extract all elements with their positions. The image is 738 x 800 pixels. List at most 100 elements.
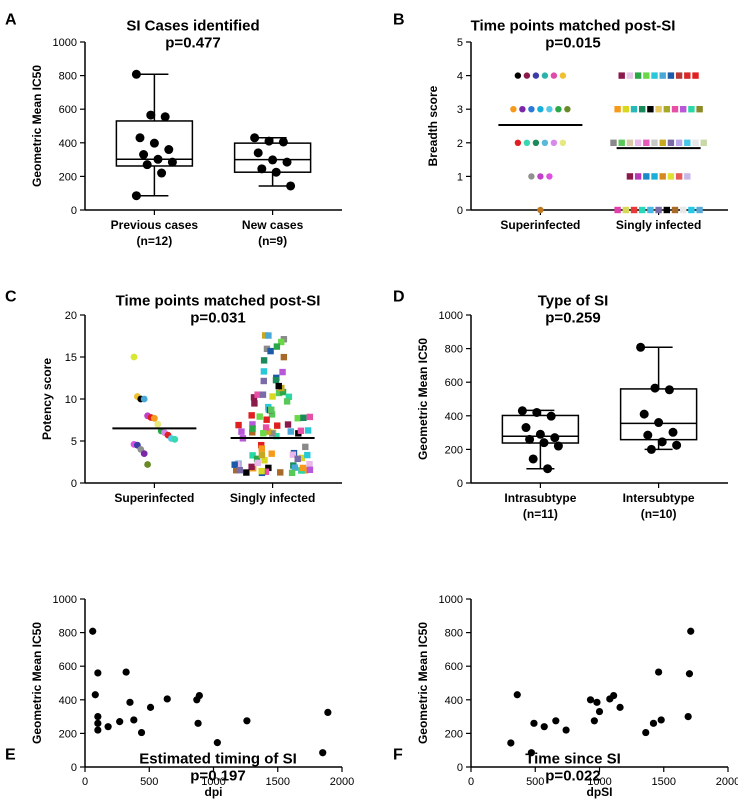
data-point [657,716,665,724]
data-point [253,455,261,463]
data-point [654,418,664,428]
data-point [289,451,297,458]
data-point [235,421,242,429]
data-point [91,691,99,699]
data-point [298,454,306,462]
data-point [634,173,642,180]
data-point [268,411,276,418]
data-point [541,72,549,79]
data-point [265,332,272,339]
data-point [684,173,691,180]
data-point [144,461,151,468]
data-point [643,173,650,180]
panel-letter: D [393,288,405,305]
data-point [541,139,549,146]
data-point [285,393,293,401]
data-point [540,723,548,731]
data-point [269,430,276,437]
x-tick-label: 1000 [587,776,611,788]
y-tick-label: 400 [445,411,463,423]
data-point [263,345,271,353]
data-point [260,430,267,437]
y-tick-label: 20 [65,310,77,322]
data-point [160,112,170,122]
data-point [696,106,703,113]
data-point [243,717,251,725]
data-point [306,413,314,421]
data-point [684,713,692,721]
data-point [304,427,312,434]
panel-d: D Type of SIp=0.259 0 200 400 600 800 1000 Geome… [393,288,728,521]
data-point [260,368,268,375]
chart-title: Estimated timing of SI [139,750,297,767]
data-point [171,435,179,443]
y-tick-label: 600 [59,661,77,673]
data-point [256,413,263,420]
data-point [550,139,558,146]
panel-b: B Time points matched post-SIp=0.015 0 1 2 3 4… [393,11,728,232]
data-point [610,139,617,146]
data-point [643,72,650,79]
y-tick-label: 5 [71,436,77,448]
data-point [131,191,141,201]
data-point [254,391,261,398]
data-point [249,421,256,428]
data-point [530,719,538,727]
data-point [684,139,691,146]
data-point [149,138,159,148]
data-point [642,728,650,737]
data-point [590,717,598,725]
y-tick-label: 200 [445,444,463,456]
data-point [287,428,294,435]
x-axis-label: dpSI [587,785,613,799]
data-point [675,139,683,146]
data-point [668,427,678,437]
data-point [263,416,270,423]
data-point [122,668,130,676]
data-point [647,206,654,214]
data-point [258,451,266,459]
data-point [626,72,634,79]
data-point [675,72,683,79]
data-point [634,72,642,79]
y-tick-label: 400 [59,138,77,150]
data-point [288,469,296,477]
data-point [304,451,311,459]
data-point [273,432,280,440]
data-point [297,427,305,434]
data-point [248,463,255,471]
data-point [236,466,244,474]
data-point [514,72,522,79]
y-tick-label: 200 [59,728,77,740]
data-point [643,430,653,440]
panel-letter: F [393,746,403,763]
category-label: New cases [242,218,304,232]
data-point [265,464,272,472]
data-point [277,469,284,476]
data-point [700,139,707,146]
data-point [528,454,538,464]
data-point [539,438,549,448]
data-point [687,627,695,635]
data-point [130,353,138,361]
y-axis-label: Geometric Mean IC50 [416,338,430,460]
data-point [153,154,163,164]
data-point [275,389,283,397]
data-point [167,157,177,167]
x-tick-label: 2000 [330,776,354,788]
data-point [532,407,542,417]
category-note: (n=12) [137,234,173,248]
data-point [667,72,675,79]
data-point [294,415,301,422]
data-point [636,342,646,352]
box [501,414,580,444]
data-point [260,377,267,385]
data-point [264,136,274,146]
y-tick-label: 400 [445,695,463,707]
data-point [238,428,245,435]
data-point [639,206,646,214]
y-axis-label: Breadth score [426,85,440,166]
data-point [663,106,671,113]
data-point [651,173,658,180]
